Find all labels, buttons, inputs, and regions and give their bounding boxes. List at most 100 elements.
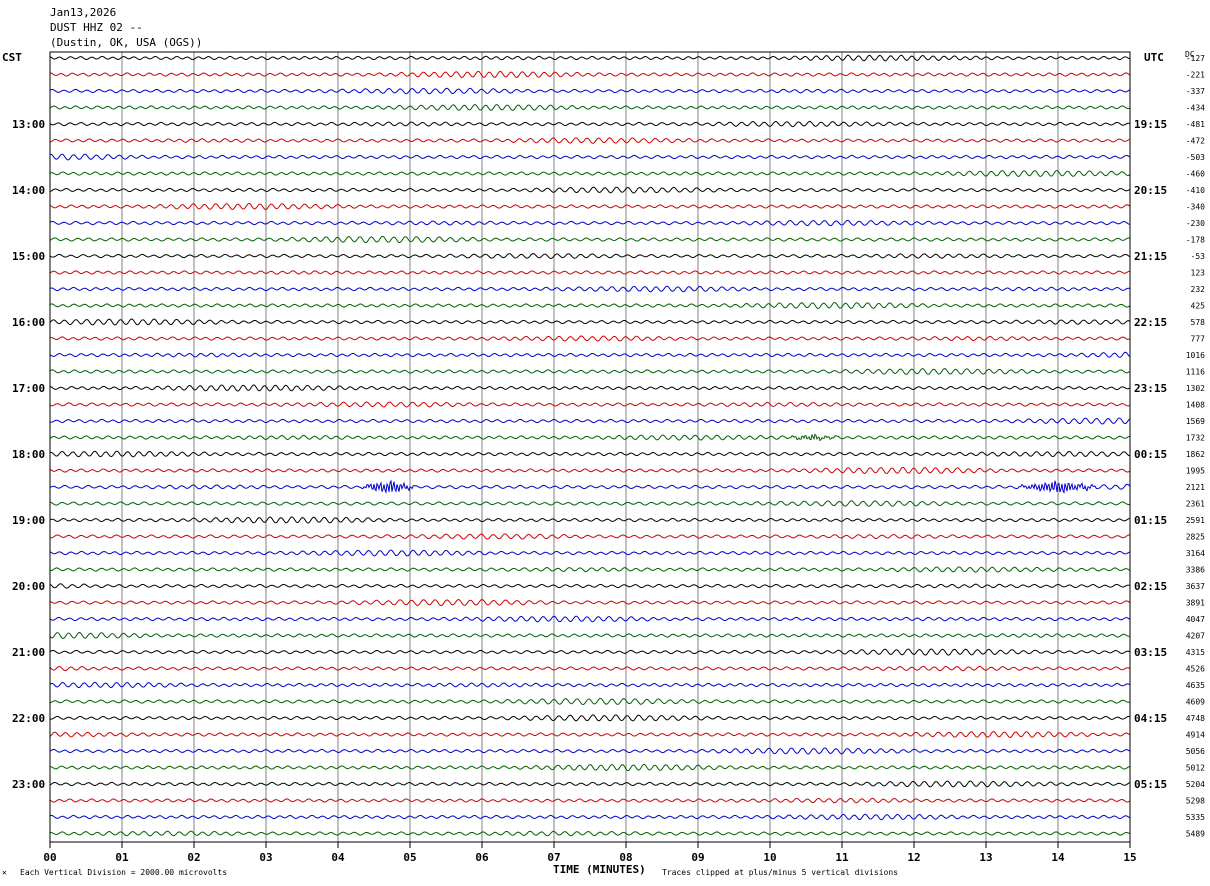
cst-label-1700: 17:00: [12, 382, 45, 395]
trace-row-6: [49, 153, 1131, 161]
dc-offset-row-25: 1995: [1186, 467, 1205, 476]
x-axis-title: TIME (MINUTES): [553, 863, 646, 876]
trace-row-45: [49, 797, 1131, 804]
trace-row-13: [49, 270, 1131, 275]
trace-row-22: [49, 417, 1131, 425]
xtick-label-04: 04: [331, 851, 345, 864]
dc-offset-row-6: -503: [1186, 153, 1205, 162]
trace-row-31: [49, 566, 1131, 573]
dc-offset-row-33: 3891: [1186, 599, 1205, 608]
xtick-label-01: 01: [115, 851, 129, 864]
utc-label-0315: 03:15: [1134, 646, 1167, 659]
dc-offset-row-16: 578: [1191, 318, 1206, 327]
dc-offset-row-45: 5298: [1186, 797, 1205, 806]
left-timezone: CST: [2, 51, 22, 64]
dc-offset-row-36: 4315: [1186, 648, 1205, 657]
cst-label-1600: 16:00: [12, 316, 45, 329]
trace-row-17: [49, 335, 1131, 342]
dc-offset-row-21: 1408: [1186, 401, 1205, 410]
xtick-label-13: 13: [979, 851, 992, 864]
xtick-label-15: 15: [1123, 851, 1136, 864]
trace-row-37: [49, 665, 1131, 672]
trace-row-14: [49, 285, 1131, 293]
dc-offset-row-43: 5012: [1186, 764, 1205, 773]
dc-offset-row-34: 4047: [1186, 615, 1205, 624]
trace-row-19: [49, 368, 1131, 375]
dc-offset-row-2: -337: [1186, 87, 1205, 96]
trace-row-24: [49, 450, 1131, 458]
trace-row-28: [49, 516, 1131, 524]
xtick-label-11: 11: [835, 851, 849, 864]
scale-note: Each Vertical Division = 2000.00 microvo…: [20, 868, 227, 877]
dc-offset-row-38: 4635: [1186, 681, 1205, 690]
cst-label-1900: 19:00: [12, 514, 45, 527]
xtick-label-07: 07: [547, 851, 560, 864]
dc-offset-row-7: -460: [1186, 170, 1205, 179]
trace-row-43: [49, 763, 1131, 772]
dc-offset-row-0: -127: [1186, 54, 1205, 63]
trace-row-39: [49, 697, 1131, 706]
xtick-label-09: 09: [691, 851, 704, 864]
x-axis-ticks: 00 01 02 03 04 05 06 07 08 09 10 11 12 13 14 15: [43, 842, 1137, 864]
dc-offset-row-29: 2825: [1186, 533, 1205, 542]
utc-hour-labels: 19:15 20:15 21:15 22:15 23:15 00:15 01:15 02:15…: [1134, 118, 1167, 791]
dc-offset-row-46: 5335: [1186, 813, 1205, 822]
trace-row-29: [49, 533, 1131, 540]
trace-row-12: [49, 253, 1131, 259]
trace-row-33: [49, 598, 1131, 607]
dc-offset-row-14: 232: [1191, 285, 1206, 294]
dc-offset-row-1: -221: [1186, 71, 1205, 80]
trace-row-44: [49, 780, 1131, 788]
dc-offset-row-39: 4609: [1186, 698, 1205, 707]
cst-hour-labels: 13:00 14:00 15:00 16:00 17:00 18:00 19:00 20:00…: [12, 118, 45, 791]
dc-offset-row-3: -434: [1186, 104, 1205, 113]
trace-row-2: [49, 87, 1131, 95]
xtick-label-14: 14: [1051, 851, 1065, 864]
trace-row-32: [49, 583, 1131, 589]
xtick-label-08: 08: [619, 851, 632, 864]
dc-offset-row-8: -410: [1186, 186, 1205, 195]
seismic-traces: [49, 54, 1131, 837]
trace-row-7: [49, 170, 1131, 177]
xtick-label-02: 02: [187, 851, 200, 864]
dc-offset-row-26: 2121: [1186, 483, 1205, 492]
utc-label-2315: 23:15: [1134, 382, 1167, 395]
trace-row-11: [49, 235, 1131, 244]
trace-row-18: [49, 351, 1131, 358]
dc-offset-row-42: 5056: [1186, 747, 1205, 756]
trace-row-42: [49, 747, 1131, 755]
trace-row-27: [49, 500, 1131, 507]
corner-mark: ✕: [2, 868, 7, 877]
trace-row-9: [49, 202, 1131, 210]
utc-label-2115: 21:15: [1134, 250, 1167, 263]
trace-row-16: [49, 318, 1131, 326]
utc-label-0415: 04:15: [1134, 712, 1167, 725]
trace-row-15: [49, 301, 1131, 310]
cst-label-1400: 14:00: [12, 184, 45, 197]
utc-label-2215: 22:15: [1134, 316, 1167, 329]
dc-offset-header: DC: [1185, 50, 1195, 59]
dc-offset-row-37: 4526: [1186, 665, 1205, 674]
utc-label-2015: 20:15: [1134, 184, 1167, 197]
utc-label-0015: 00:15: [1134, 448, 1167, 461]
trace-row-3: [49, 103, 1131, 111]
dc-offset-row-5: -472: [1186, 137, 1205, 146]
dc-offset-row-19: 1116: [1186, 368, 1205, 377]
cst-label-2000: 20:00: [12, 580, 45, 593]
cst-label-2100: 21:00: [12, 646, 45, 659]
cst-label-2300: 23:00: [12, 778, 45, 791]
trace-row-4: [49, 120, 1131, 128]
trace-row-5: [49, 137, 1131, 144]
record-date: Jan13,2026: [50, 6, 116, 19]
xtick-label-03: 03: [259, 851, 272, 864]
utc-label-0115: 01:15: [1134, 514, 1167, 527]
trace-row-47: [49, 830, 1131, 837]
dc-offset-row-47: 5489: [1186, 830, 1205, 839]
dc-offset-row-40: 4748: [1186, 714, 1205, 723]
dc-offset-row-22: 1569: [1186, 417, 1205, 426]
dc-offset-row-13: 123: [1191, 269, 1206, 278]
right-timezone: UTC: [1144, 51, 1164, 64]
xtick-label-10: 10: [763, 851, 776, 864]
dc-offset-row-4: -481: [1186, 120, 1205, 129]
